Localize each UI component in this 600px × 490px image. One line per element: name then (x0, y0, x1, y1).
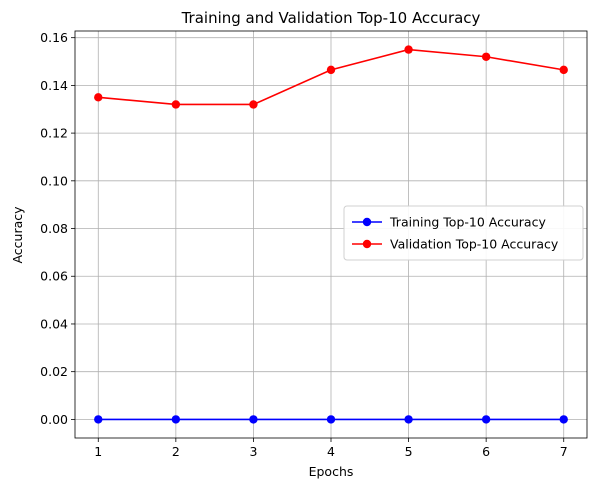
series-layer (94, 45, 568, 424)
series-validation (94, 45, 568, 109)
x-tick-label: 6 (482, 444, 490, 459)
legend-label: Training Top-10 Accuracy (389, 215, 546, 230)
x-axis-ticks: 1 2 3 4 5 6 7 (94, 438, 568, 459)
y-tick-label: 0.12 (40, 126, 68, 141)
legend-entry: Validation Top-10 Accuracy (352, 237, 559, 252)
y-tick-label: 0.02 (40, 364, 68, 379)
data-point (559, 65, 568, 75)
x-tick-label: 1 (94, 444, 102, 459)
legend: Training Top-10 Accuracy Validation Top-1… (343, 205, 584, 261)
data-point (249, 100, 258, 109)
y-tick-label: 0.06 (40, 269, 68, 284)
data-point (171, 100, 181, 109)
legend-box (343, 205, 584, 261)
data-point (326, 415, 336, 424)
y-tick-label: 0.10 (40, 173, 68, 188)
legend-marker (362, 217, 372, 227)
legend-label: Validation Top-10 Accuracy (390, 237, 559, 252)
data-point (404, 45, 413, 54)
legend-marker (362, 239, 372, 249)
x-tick-label: 5 (405, 444, 413, 459)
data-point (171, 415, 181, 424)
data-point (94, 415, 103, 424)
x-tick-label: 4 (327, 444, 335, 459)
y-axis-label: Accuracy (10, 206, 25, 264)
data-point (404, 415, 413, 424)
series-training (94, 415, 568, 424)
data-point (94, 93, 103, 102)
legend-entry: Training Top-10 Accuracy (352, 215, 546, 230)
y-tick-label: 0.00 (40, 412, 68, 427)
y-tick-label: 0.16 (40, 30, 68, 45)
chart-title: Training and Validation Top-10 Accuracy (181, 9, 481, 27)
x-axis-label: Epochs (309, 464, 354, 479)
data-point (326, 65, 336, 75)
data-point (481, 52, 491, 61)
data-point (559, 415, 568, 424)
y-tick-label: 0.08 (40, 221, 68, 236)
y-tick-label: 0.14 (40, 78, 68, 93)
x-tick-label: 7 (560, 444, 568, 459)
data-point (481, 415, 491, 424)
y-axis-ticks: 0.00 0.02 0.04 0.06 0.08 0.10 0.12 0.14 0.16 (40, 30, 75, 427)
x-tick-label: 3 (249, 444, 257, 459)
x-tick-label: 2 (172, 444, 180, 459)
data-point (249, 415, 258, 424)
y-tick-label: 0.04 (40, 316, 68, 331)
